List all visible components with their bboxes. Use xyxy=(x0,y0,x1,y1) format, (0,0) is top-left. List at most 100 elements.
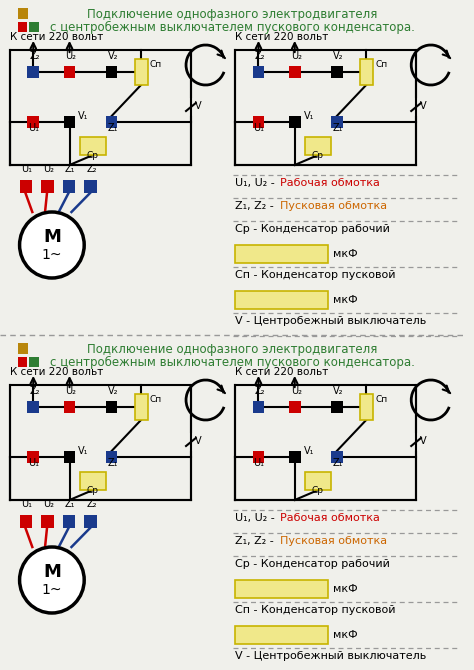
Text: Пусковая обмотка: Пусковая обмотка xyxy=(280,201,387,211)
Text: V: V xyxy=(420,436,427,446)
Bar xyxy=(27,116,39,128)
Text: К сети 220 вольт: К сети 220 вольт xyxy=(10,32,103,42)
Bar xyxy=(64,116,75,128)
Text: Cр: Cр xyxy=(86,151,98,160)
Text: с центробежным выключателем пускового конденсатора.: с центробежным выключателем пускового ко… xyxy=(50,356,414,369)
Bar xyxy=(235,50,416,165)
Bar xyxy=(18,343,28,354)
Text: Cп: Cп xyxy=(375,60,387,69)
Text: мкФ: мкФ xyxy=(333,295,357,305)
Bar xyxy=(289,401,301,413)
Bar xyxy=(235,385,416,500)
Text: U₁: U₁ xyxy=(21,164,33,174)
Bar xyxy=(18,8,28,19)
Bar xyxy=(253,66,264,78)
Text: Подключение однофазного электродвигателя: Подключение однофазного электродвигателя xyxy=(87,342,377,356)
Text: U₂: U₂ xyxy=(291,51,302,61)
Bar xyxy=(19,515,32,528)
Text: 1~: 1~ xyxy=(42,583,62,597)
Text: К сети 220 вольт: К сети 220 вольт xyxy=(235,32,328,42)
Bar xyxy=(360,394,373,420)
Bar xyxy=(331,451,343,463)
Bar xyxy=(135,394,148,420)
Bar xyxy=(41,180,54,193)
Text: Пусковая обмотка: Пусковая обмотка xyxy=(280,536,387,546)
Bar xyxy=(289,451,301,463)
Text: Cр: Cр xyxy=(311,151,323,160)
Text: M: M xyxy=(43,228,61,246)
Bar xyxy=(289,66,301,78)
Text: U₁, U₂ -: U₁, U₂ - xyxy=(235,513,278,523)
Text: U₁, U₂ -: U₁, U₂ - xyxy=(235,178,278,188)
Bar xyxy=(331,116,343,128)
Text: с центробежным выключателем пускового конденсатора.: с центробежным выключателем пускового ко… xyxy=(50,21,414,34)
Text: Сп - Конденсатор пусковой: Сп - Конденсатор пусковой xyxy=(235,605,395,615)
Bar xyxy=(235,580,328,598)
Bar xyxy=(135,59,148,85)
Text: Cр: Cр xyxy=(311,486,323,495)
Text: 1~: 1~ xyxy=(42,248,62,262)
Bar xyxy=(18,22,27,32)
Text: Z₂: Z₂ xyxy=(255,386,265,396)
Bar xyxy=(305,472,331,490)
Text: Z₁: Z₁ xyxy=(333,123,343,133)
Bar xyxy=(331,401,343,413)
Text: U₁: U₁ xyxy=(21,499,33,509)
Text: V₂: V₂ xyxy=(333,386,343,396)
Text: Z₂: Z₂ xyxy=(86,499,97,509)
Bar xyxy=(27,451,39,463)
Text: U₁: U₁ xyxy=(28,123,39,133)
Text: Z₁: Z₁ xyxy=(64,499,75,509)
Text: Z₁: Z₁ xyxy=(64,164,75,174)
Bar xyxy=(41,515,54,528)
Text: V₂: V₂ xyxy=(108,386,118,396)
Text: V₁: V₁ xyxy=(303,111,314,121)
Bar xyxy=(64,66,75,78)
Text: V₁: V₁ xyxy=(78,446,89,456)
Text: мкФ: мкФ xyxy=(333,630,357,640)
Circle shape xyxy=(19,212,84,278)
Text: V: V xyxy=(195,436,201,446)
Text: U₂: U₂ xyxy=(291,386,302,396)
Text: Z₂: Z₂ xyxy=(29,51,40,61)
Text: мкФ: мкФ xyxy=(333,584,357,594)
Bar xyxy=(235,245,328,263)
Text: Рабочая обмотка: Рабочая обмотка xyxy=(280,513,380,523)
Text: U₂: U₂ xyxy=(43,164,54,174)
Text: Ср - Конденсатор рабочий: Ср - Конденсатор рабочий xyxy=(235,224,390,234)
Text: мкФ: мкФ xyxy=(333,249,357,259)
Text: Z₁, Z₂ -: Z₁, Z₂ - xyxy=(235,536,277,546)
Text: V₂: V₂ xyxy=(108,51,118,61)
Bar xyxy=(360,59,373,85)
Bar xyxy=(106,66,118,78)
Bar xyxy=(235,291,328,309)
Text: Cп: Cп xyxy=(375,395,387,404)
Bar xyxy=(29,357,39,367)
Text: V₁: V₁ xyxy=(303,446,314,456)
Bar xyxy=(253,401,264,413)
Bar xyxy=(106,116,118,128)
Text: Z₂: Z₂ xyxy=(255,51,265,61)
Bar xyxy=(63,515,75,528)
Text: U₁: U₁ xyxy=(254,458,264,468)
Text: U₂: U₂ xyxy=(65,386,77,396)
Bar xyxy=(27,66,39,78)
Text: V - Центробежный выключатель: V - Центробежный выключатель xyxy=(235,316,426,326)
Bar xyxy=(84,515,97,528)
Circle shape xyxy=(19,547,84,613)
Bar xyxy=(253,116,264,128)
Text: Z₁: Z₁ xyxy=(333,458,343,468)
Text: V - Центробежный выключатель: V - Центробежный выключатель xyxy=(235,651,426,661)
Bar xyxy=(10,50,191,165)
Bar xyxy=(27,401,39,413)
Text: V₂: V₂ xyxy=(333,51,343,61)
Bar xyxy=(19,180,32,193)
Bar xyxy=(64,451,75,463)
Text: U₁: U₁ xyxy=(28,458,39,468)
Text: Z₂: Z₂ xyxy=(29,386,40,396)
Bar xyxy=(18,357,27,367)
Text: Z₁: Z₁ xyxy=(108,123,118,133)
Text: Сп - Конденсатор пусковой: Сп - Конденсатор пусковой xyxy=(235,270,395,280)
Text: Cп: Cп xyxy=(150,60,162,69)
Bar xyxy=(84,180,97,193)
